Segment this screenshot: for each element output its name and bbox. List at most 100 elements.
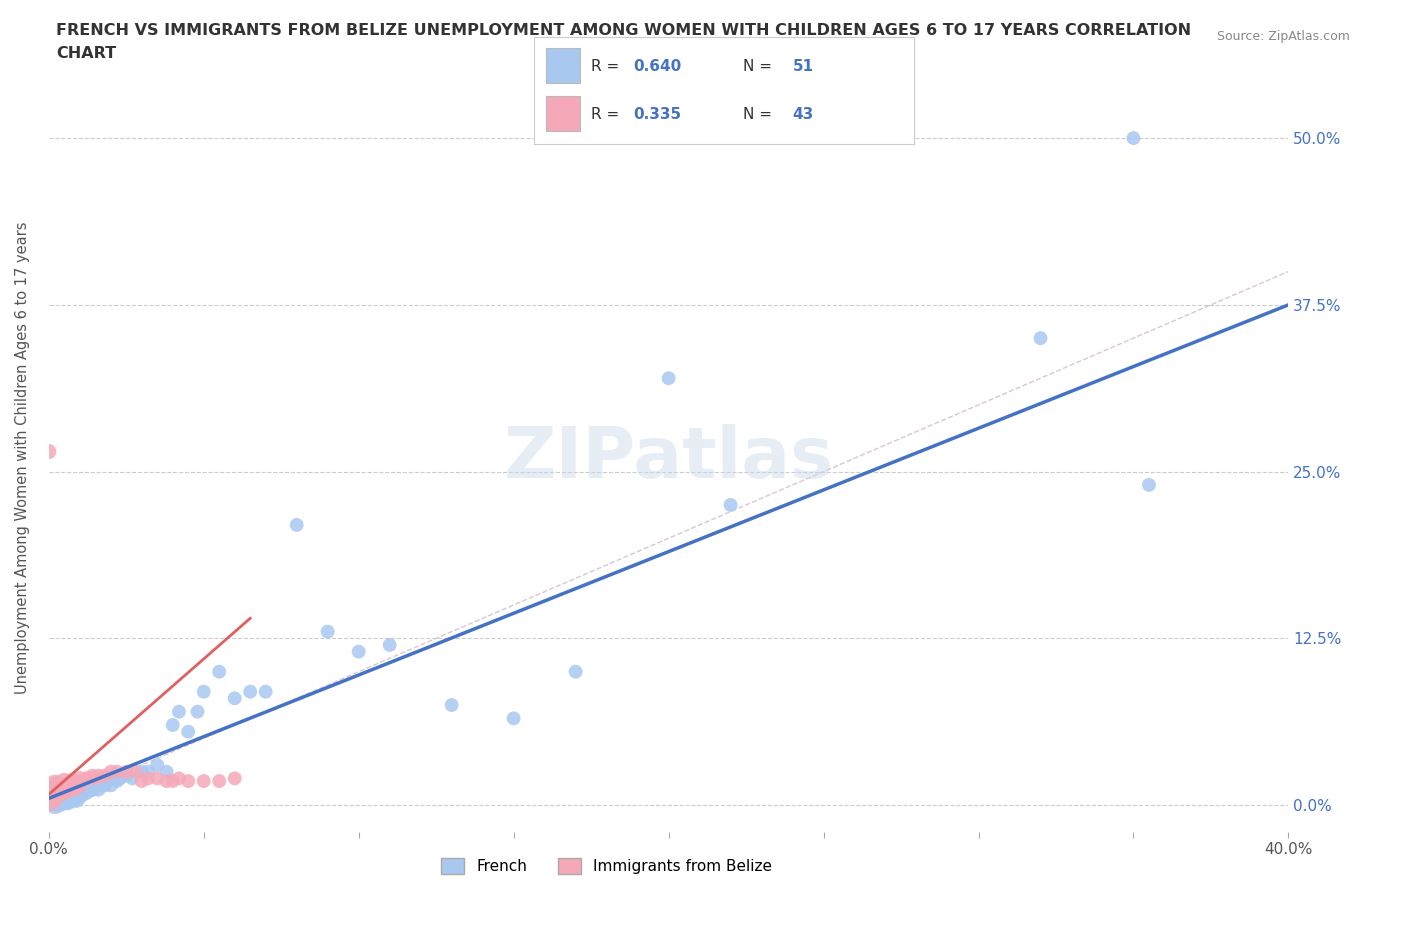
Point [46, 793, 69, 808]
Point [75, 784, 97, 799]
Point [75, 777, 97, 792]
Point [75, 771, 97, 786]
Point [56, 793, 79, 808]
Point [77, 771, 100, 786]
Point [69, 784, 91, 799]
Point [115, 768, 138, 783]
Point [136, 764, 159, 779]
FancyBboxPatch shape [546, 48, 579, 83]
Point [720, 498, 742, 512]
Point [90, 777, 112, 792]
Point [84, 777, 107, 792]
Point [56, 777, 79, 792]
Point [193, 684, 215, 699]
Point [69, 787, 91, 802]
Point [378, 638, 401, 653]
Point [93, 777, 115, 792]
Point [224, 691, 246, 706]
Point [1137, 477, 1160, 492]
Point [44, 795, 66, 810]
Point [167, 771, 190, 786]
Point [49, 793, 72, 808]
Point [177, 724, 200, 739]
Point [440, 698, 463, 712]
Point [155, 764, 177, 779]
Point [41, 787, 63, 802]
Point [136, 771, 159, 786]
Point [69, 777, 91, 792]
Point [72, 774, 94, 789]
Point [100, 777, 122, 792]
Point [1029, 331, 1052, 346]
Point [77, 781, 100, 796]
Text: ZIPatlas: ZIPatlas [503, 424, 834, 493]
Point [53, 784, 76, 799]
Point [224, 771, 246, 786]
Point [69, 771, 91, 786]
Point [108, 771, 131, 786]
Point [658, 371, 681, 386]
Point [87, 768, 110, 783]
Point [53, 792, 76, 807]
Point [131, 774, 153, 789]
FancyBboxPatch shape [546, 96, 579, 131]
Point [186, 704, 208, 719]
Text: CHART: CHART [56, 46, 117, 61]
Point [72, 784, 94, 799]
Point [59, 792, 82, 807]
Point [38, 445, 60, 459]
Point [177, 774, 200, 789]
Text: 0.640: 0.640 [633, 59, 682, 73]
Point [66, 792, 89, 807]
Point [56, 781, 79, 796]
Point [347, 644, 370, 659]
Point [208, 774, 231, 789]
Point [41, 790, 63, 805]
Y-axis label: Unemployment Among Women with Children Ages 6 to 17 years: Unemployment Among Women with Children A… [15, 222, 30, 695]
Text: R =: R = [591, 59, 624, 73]
Text: N =: N = [744, 59, 778, 73]
Text: R =: R = [591, 107, 624, 122]
Point [44, 777, 66, 792]
Point [124, 764, 146, 779]
Point [38, 784, 60, 799]
Point [167, 704, 190, 719]
Text: 43: 43 [793, 107, 814, 122]
Point [66, 780, 89, 795]
Point [93, 768, 115, 783]
Point [155, 774, 177, 789]
Point [53, 777, 76, 792]
Point [41, 781, 63, 796]
Point [208, 664, 231, 679]
Point [62, 781, 84, 796]
Legend: French, Immigrants from Belize: French, Immigrants from Belize [434, 852, 778, 880]
Point [46, 777, 69, 792]
Point [162, 774, 184, 789]
Point [105, 774, 128, 789]
Point [38, 790, 60, 805]
Text: 51: 51 [793, 59, 814, 73]
Point [66, 775, 89, 790]
Point [146, 758, 169, 773]
Point [46, 784, 69, 799]
Point [84, 771, 107, 786]
Point [62, 774, 84, 789]
Point [254, 684, 277, 699]
Point [44, 787, 66, 802]
Point [105, 764, 128, 779]
Point [82, 781, 104, 796]
Point [115, 764, 138, 779]
Point [316, 624, 339, 639]
Text: Source: ZipAtlas.com: Source: ZipAtlas.com [1216, 30, 1350, 43]
Point [62, 790, 84, 805]
Point [502, 711, 524, 725]
Point [1122, 131, 1144, 146]
Point [146, 771, 169, 786]
Point [59, 774, 82, 789]
Point [100, 771, 122, 786]
Point [131, 764, 153, 779]
Point [87, 781, 110, 796]
Point [49, 781, 72, 796]
Point [162, 718, 184, 733]
Point [59, 777, 82, 792]
